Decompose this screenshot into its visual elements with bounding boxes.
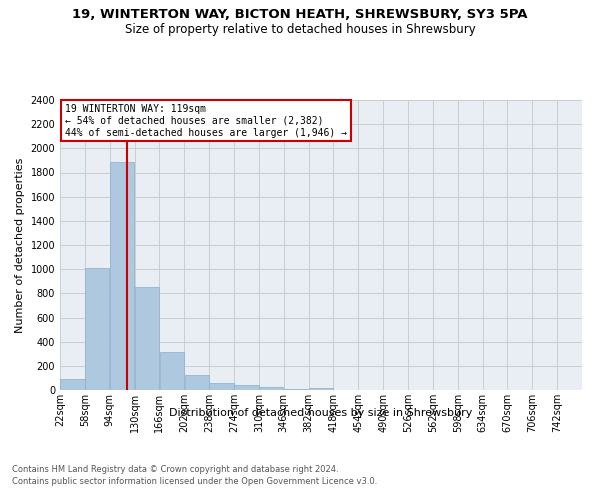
Bar xyxy=(284,389,308,390)
Bar xyxy=(209,384,233,390)
Text: 19, WINTERTON WAY, BICTON HEATH, SHREWSBURY, SY3 5PA: 19, WINTERTON WAY, BICTON HEATH, SHREWSB… xyxy=(72,8,528,20)
Text: Distribution of detached houses by size in Shrewsbury: Distribution of detached houses by size … xyxy=(169,408,473,418)
Text: 19 WINTERTON WAY: 119sqm
← 54% of detached houses are smaller (2,382)
44% of sem: 19 WINTERTON WAY: 119sqm ← 54% of detach… xyxy=(65,104,347,138)
Bar xyxy=(85,268,109,390)
Bar xyxy=(309,388,333,390)
Text: Size of property relative to detached houses in Shrewsbury: Size of property relative to detached ho… xyxy=(125,22,475,36)
Bar xyxy=(235,385,259,390)
Bar xyxy=(110,162,134,390)
Bar xyxy=(160,352,184,390)
Text: Contains public sector information licensed under the Open Government Licence v3: Contains public sector information licen… xyxy=(12,478,377,486)
Bar xyxy=(259,387,283,390)
Bar xyxy=(61,378,85,390)
Y-axis label: Number of detached properties: Number of detached properties xyxy=(15,158,25,332)
Bar xyxy=(185,375,209,390)
Text: Contains HM Land Registry data © Crown copyright and database right 2024.: Contains HM Land Registry data © Crown c… xyxy=(12,465,338,474)
Bar xyxy=(135,286,159,390)
